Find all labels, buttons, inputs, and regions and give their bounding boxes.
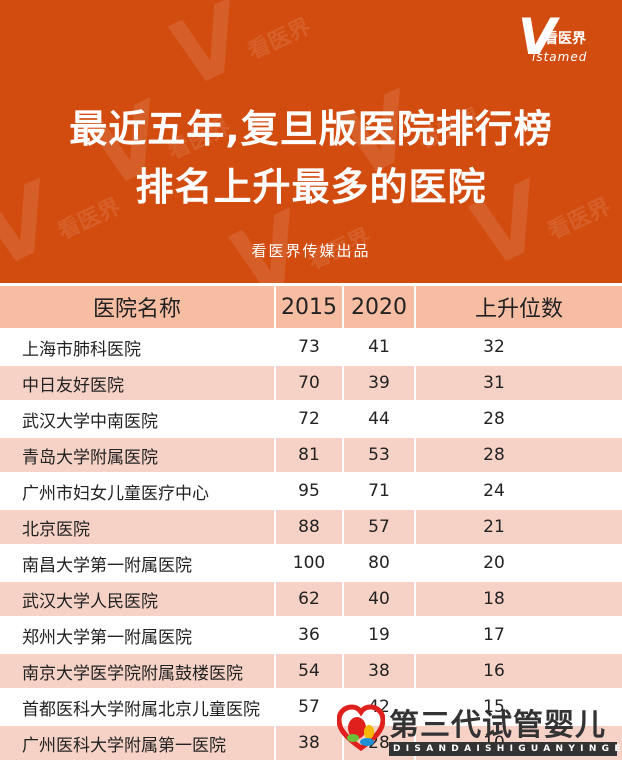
badge-en-text: DISANDAISHIGUANYINGER <box>389 742 622 756</box>
header-banner: V看医界 V看医界 V看医界 V看医界 V看医界 V看医界 V 看医界 ista… <box>0 0 622 283</box>
logo-mark: V <box>518 8 557 66</box>
vistamed-logo: V 看医界 istamed <box>518 8 608 66</box>
cell-hospital-name: 北京医院 <box>0 510 276 546</box>
cell-2015-rank: 57 <box>276 690 344 726</box>
cell-rise: 21 <box>416 510 622 546</box>
cell-rise: 20 <box>416 546 622 582</box>
overlay-watermark-badge: 第三代试管婴儿 DISANDAISHIGUANYINGER <box>333 698 622 763</box>
cell-hospital-name: 中日友好医院 <box>0 366 276 402</box>
cell-hospital-name: 郑州大学第一附属医院 <box>0 618 276 654</box>
table-row: 广州市妇女儿童医疗中心 95 71 24 <box>0 474 622 510</box>
header-2020: 2020 <box>344 286 416 330</box>
cell-rise: 24 <box>416 474 622 510</box>
heart-logo-icon <box>337 704 385 752</box>
cell-2015-rank: 95 <box>276 474 344 510</box>
cell-hospital-name: 武汉大学人民医院 <box>0 582 276 618</box>
cell-2015-rank: 36 <box>276 618 344 654</box>
cell-hospital-name: 南京大学医学院附属鼓楼医院 <box>0 654 276 690</box>
cell-hospital-name: 首都医科大学附属北京儿童医院 <box>0 690 276 726</box>
cell-rise: 16 <box>416 654 622 690</box>
header-rise: 上升位数 <box>416 286 622 330</box>
ranking-table: 医院名称 2015 2020 上升位数 上海市肺科医院 73 41 32 中日友… <box>0 286 622 762</box>
cell-2015-rank: 70 <box>276 366 344 402</box>
cell-hospital-name: 青岛大学附属医院 <box>0 438 276 474</box>
table-row: 武汉大学人民医院 62 40 18 <box>0 582 622 618</box>
cell-2020-rank: 80 <box>344 546 416 582</box>
table-row: 南京大学医学院附属鼓楼医院 54 38 16 <box>0 654 622 690</box>
cell-rise: 18 <box>416 582 622 618</box>
cell-2020-rank: 44 <box>344 402 416 438</box>
cell-2015-rank: 73 <box>276 330 344 366</box>
cell-2015-rank: 72 <box>276 402 344 438</box>
cell-2020-rank: 40 <box>344 582 416 618</box>
cell-2020-rank: 57 <box>344 510 416 546</box>
table-row: 青岛大学附属医院 81 53 28 <box>0 438 622 474</box>
cell-hospital-name: 广州市妇女儿童医疗中心 <box>0 474 276 510</box>
header-2015: 2015 <box>276 286 344 330</box>
cell-hospital-name: 南昌大学第一附属医院 <box>0 546 276 582</box>
cell-rise: 15 <box>416 690 622 726</box>
cell-rise: 31 <box>416 366 622 402</box>
cell-rise: 17 <box>416 618 622 654</box>
cell-rise: 28 <box>416 402 622 438</box>
cell-2015-rank: 62 <box>276 582 344 618</box>
cell-2015-rank: 54 <box>276 654 344 690</box>
table-row: 南昌大学第一附属医院 100 80 20 <box>0 546 622 582</box>
cell-rise: 28 <box>416 438 622 474</box>
publisher-credit: 看医界传媒出品 <box>251 242 371 260</box>
cell-2015-rank: 88 <box>276 510 344 546</box>
cell-2015-rank: 81 <box>276 438 344 474</box>
cell-2015-rank: 100 <box>276 546 344 582</box>
table-row: 中日友好医院 70 39 31 <box>0 366 622 402</box>
cell-rise: 32 <box>416 330 622 366</box>
table-row: 武汉大学中南医院 72 44 28 <box>0 402 622 438</box>
cell-2020-rank: 19 <box>344 618 416 654</box>
table-row: 首都医科大学附属北京儿童医院 57 42 15 <box>0 690 622 726</box>
page-title-line1: 最近五年,复旦版医院排行榜 <box>69 107 553 151</box>
cell-hospital-name: 上海市肺科医院 <box>0 330 276 366</box>
cell-hospital-name: 广州医科大学附属第一医院 <box>0 726 276 762</box>
logo-cn: 看医界 <box>544 31 586 47</box>
page-title-line2: 排名上升最多的医院 <box>135 165 487 209</box>
watermark: V看医界 <box>154 0 315 109</box>
cell-2020-rank: 38 <box>344 654 416 690</box>
table-row: 北京医院 88 57 21 <box>0 510 622 546</box>
table-row: 上海市肺科医院 73 41 32 <box>0 330 622 366</box>
table-header-row: 医院名称 2015 2020 上升位数 <box>0 286 622 330</box>
header-hospital-name: 医院名称 <box>0 286 276 330</box>
cell-2020-rank: 71 <box>344 474 416 510</box>
cell-hospital-name: 武汉大学中南医院 <box>0 402 276 438</box>
cell-2020-rank: 53 <box>344 438 416 474</box>
cell-2015-rank: 38 <box>276 726 344 762</box>
table-row: 郑州大学第一附属医院 36 19 17 <box>0 618 622 654</box>
cell-2020-rank: 41 <box>344 330 416 366</box>
logo-en: istamed <box>532 50 588 64</box>
badge-cn-text: 第三代试管婴儿 <box>389 708 606 743</box>
cell-2020-rank: 39 <box>344 366 416 402</box>
